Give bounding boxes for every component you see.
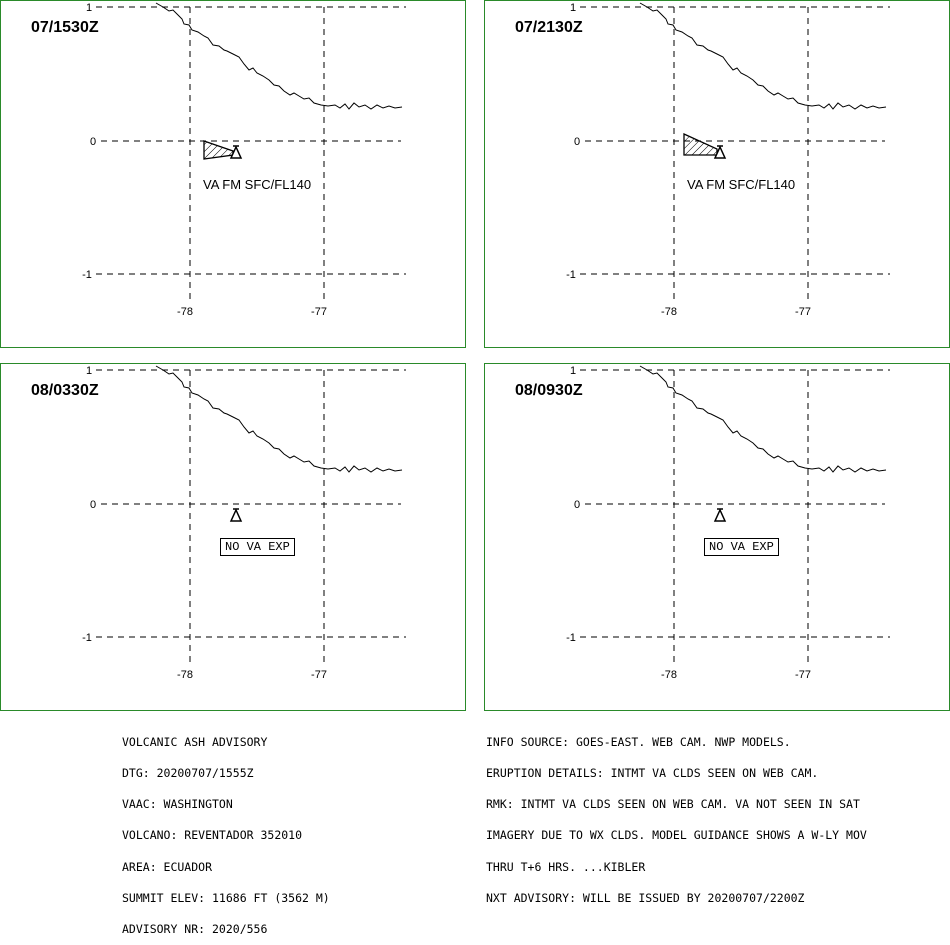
lon-label-minus78: -78 — [661, 669, 677, 681]
advisory-line: DTG: 20200707/1555Z — [122, 766, 254, 781]
lon-label-minus77: -77 — [311, 306, 327, 318]
advisory-line: VAAC: WASHINGTON — [122, 797, 233, 812]
lat-label-1: 1 — [570, 2, 576, 14]
volcano-triangle-icon — [229, 508, 243, 522]
lat-label-minus1: -1 — [566, 632, 576, 644]
advisory-line: AREA: ECUADOR — [122, 859, 213, 874]
grid-lines — [580, 6, 890, 301]
forecast-panel-t6: 1 0 -1 -78 -77 07/2130Z VA FM SFC/FL140 — [484, 0, 950, 348]
ash-area — [203, 140, 234, 160]
va-label: VA FM SFC/FL140 — [687, 177, 796, 192]
advisory-line: THRU T+6 HRS. ...KIBLER — [486, 859, 646, 874]
va-label: VA FM SFC/FL140 — [203, 177, 312, 192]
advisory-line: IMAGERY DUE TO WX CLDS. MODEL GUIDANCE S… — [486, 828, 867, 843]
advisory-line: INFO SOURCE: GOES-EAST. WEB CAM. NWP MOD… — [486, 734, 791, 749]
lon-label-minus77: -77 — [795, 669, 811, 681]
coastline — [639, 365, 887, 473]
lon-label-minus77: -77 — [795, 306, 811, 318]
advisory-header: VOLCANIC ASH ADVISORY DTG: 20200707/1555… — [122, 716, 330, 945]
lat-label-0: 0 — [574, 136, 580, 148]
advisory-line: NXT ADVISORY: WILL BE ISSUED BY 20200707… — [486, 890, 805, 905]
volcano-triangle-icon — [713, 508, 727, 522]
lat-label-minus1: -1 — [82, 269, 92, 281]
forecast-panel-t18: 1 0 -1 -78 -77 08/0930Z NO VA EXP — [484, 363, 950, 711]
lat-label-1: 1 — [570, 365, 576, 377]
no-va-exp-box: NO VA EXP — [704, 538, 779, 556]
forecast-time: 07/2130Z — [515, 19, 583, 36]
lat-label-0: 0 — [90, 499, 96, 511]
volcano-triangle-icon — [229, 145, 243, 159]
coastline — [639, 2, 887, 110]
lat-label-0: 0 — [90, 136, 96, 148]
map-canvas: 1 0 -1 -78 -77 — [566, 2, 890, 318]
lat-label-1: 1 — [86, 2, 92, 14]
lon-label-minus77: -77 — [311, 669, 327, 681]
grid-lines — [96, 6, 406, 301]
advisory-line: ERUPTION DETAILS: INTMT VA CLDS SEEN ON … — [486, 766, 819, 781]
lat-label-0: 0 — [574, 499, 580, 511]
map-canvas: 1 0 -1 -78 -77 — [82, 365, 406, 681]
advisory-line: VOLCANO: REVENTADOR 352010 — [122, 828, 303, 843]
coastline — [155, 2, 403, 110]
no-va-exp-box: NO VA EXP — [220, 538, 295, 556]
forecast-panel-t12: 1 0 -1 -78 -77 08/0330Z NO VA EXP — [0, 363, 466, 711]
advisory-line: VOLCANIC ASH ADVISORY — [122, 734, 268, 749]
advisory-details: INFO SOURCE: GOES-EAST. WEB CAM. NWP MOD… — [486, 716, 867, 914]
lat-label-minus1: -1 — [82, 632, 92, 644]
advisory-line: ADVISORY NR: 2020/556 — [122, 922, 268, 937]
forecast-panel-t0: 1 0 -1 -78 -77 07/1530Z VA FM SFC/FL140 — [0, 0, 466, 348]
volcano-triangle-icon — [713, 145, 727, 159]
lon-label-minus78: -78 — [661, 306, 677, 318]
map-canvas: 1 0 -1 -78 -77 — [82, 2, 406, 318]
forecast-time: 08/0330Z — [31, 382, 99, 399]
grid-lines — [580, 369, 890, 664]
lat-label-1: 1 — [86, 365, 92, 377]
map-canvas: 1 0 -1 -78 -77 — [566, 365, 890, 681]
forecast-time: 07/1530Z — [31, 19, 99, 36]
advisory-line: RMK: INTMT VA CLDS SEEN ON WEB CAM. VA N… — [486, 797, 860, 812]
forecast-time: 08/0930Z — [515, 382, 583, 399]
grid-lines — [96, 369, 406, 664]
lat-label-minus1: -1 — [566, 269, 576, 281]
lon-label-minus78: -78 — [177, 306, 193, 318]
coastline — [155, 365, 403, 473]
advisory-line: SUMMIT ELEV: 11686 FT (3562 M) — [122, 890, 330, 905]
lon-label-minus78: -78 — [177, 669, 193, 681]
ash-area — [683, 132, 718, 156]
